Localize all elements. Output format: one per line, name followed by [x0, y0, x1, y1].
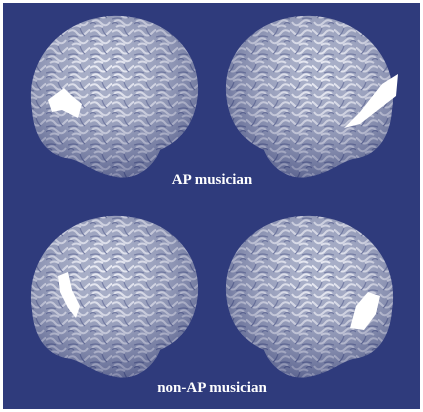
- figure: AP musician non-AP musician: [0, 0, 423, 412]
- panel-label: non-AP musician: [157, 380, 267, 396]
- panel-label: AP musician: [172, 172, 253, 188]
- page: AP musician non-AP musician (() => { con…: [0, 0, 423, 412]
